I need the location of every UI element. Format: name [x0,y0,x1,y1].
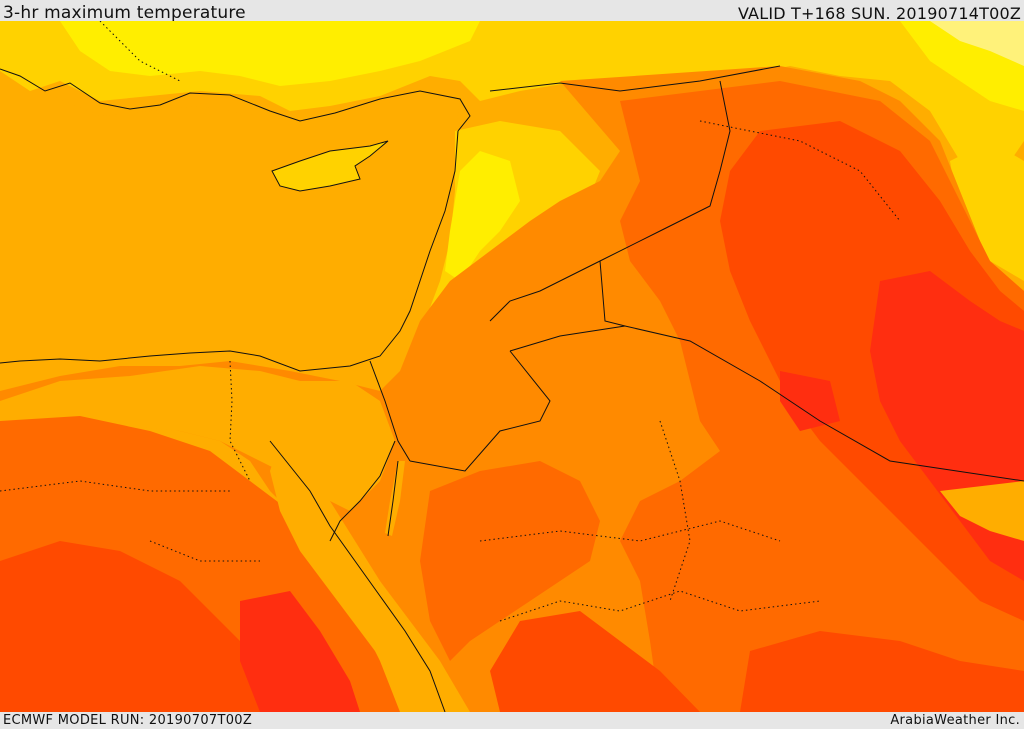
credit-label: ArabiaWeather Inc. [890,713,1020,728]
zone-yellow-east [950,141,1024,281]
zone-lightyellow-north [60,21,480,86]
valid-time: VALID T+168 SUN. 20190714T00Z [737,4,1021,23]
top-bar: 3-hr maximum temperature VALID T+168 SUN… [0,0,1024,23]
coastlines [0,68,471,712]
country-borders [369,65,1024,482]
zone-redorange-se [740,631,1024,712]
temperature-map[interactable] [0,21,1024,712]
persian-gulf [940,481,1024,541]
zone-pale-ne [930,21,1024,66]
bottom-bar: ECMWF MODEL RUN: 20190707T00Z ArabiaWeat… [0,712,1024,729]
map-title: 3-hr maximum temperature [3,3,246,23]
zone-redorange-s [490,611,700,712]
admin-borders [0,21,901,622]
mediterranean-sea [0,91,460,366]
zone-redorange-sw [0,541,300,712]
model-run-label: ECMWF MODEL RUN: 20190707T00Z [3,713,253,728]
zone-darkorange-arabia [420,461,600,661]
cyprus-island [271,140,389,192]
zone-red-gulf [780,371,840,431]
gulf-of-aqaba [385,461,405,536]
zone-lightyellow-levant [445,151,520,281]
zone-red-sudan [240,591,360,712]
